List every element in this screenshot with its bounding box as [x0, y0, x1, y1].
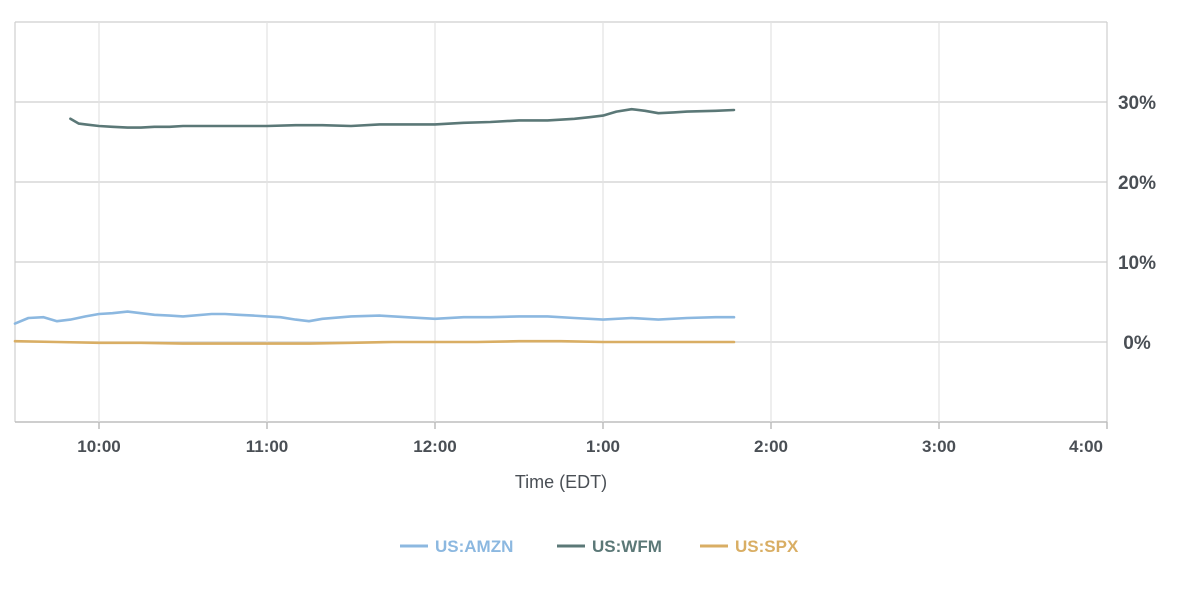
x-tick-label: 3:00 — [922, 437, 956, 456]
x-tick-label: 4:00 — [1069, 437, 1103, 456]
series-line-us-spx — [13, 339, 736, 345]
legend-label: US:WFM — [592, 537, 662, 556]
legend-label: US:SPX — [735, 537, 799, 556]
y-tick-label: 20% — [1118, 173, 1156, 194]
series-line-us-amzn — [13, 310, 736, 325]
x-tick-label: 2:00 — [754, 437, 788, 456]
x-axis-ticks: 10:00 11:00 12:00 1:00 2:00 3:00 4:00 — [77, 437, 1103, 456]
y-axis-ticks: 0% 10% 20% 30% — [1118, 93, 1156, 354]
y-tick-label: 10% — [1118, 253, 1156, 274]
series-line-us-wfm — [69, 107, 736, 129]
x-tick-label: 10:00 — [77, 437, 120, 456]
legend-item-us-spx[interactable]: US:SPX — [700, 537, 799, 556]
legend[interactable]: US:AMZN US:WFM US:SPX — [400, 537, 799, 556]
x-tick-label: 11:00 — [246, 437, 289, 456]
series-lines — [13, 107, 736, 345]
grid-lines — [14, 21, 1108, 429]
legend-label: US:AMZN — [435, 537, 513, 556]
y-tick-label: 0% — [1123, 333, 1151, 354]
y-tick-label: 30% — [1118, 93, 1156, 114]
legend-item-us-amzn[interactable]: US:AMZN — [400, 537, 513, 556]
x-tick-label: 12:00 — [413, 437, 456, 456]
x-tick-label: 1:00 — [586, 437, 620, 456]
x-axis-label: Time (EDT) — [515, 472, 607, 492]
legend-item-us-wfm[interactable]: US:WFM — [557, 537, 662, 556]
